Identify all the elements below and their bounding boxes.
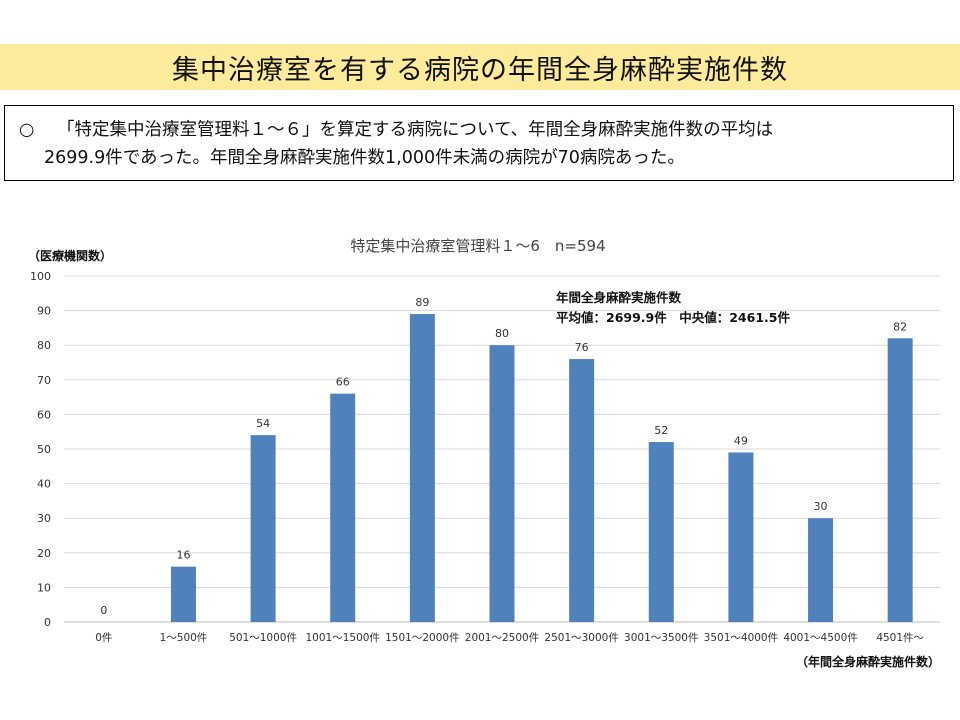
y-tick-label: 30 bbox=[37, 512, 51, 525]
y-tick-label: 10 bbox=[37, 581, 51, 594]
x-axis-title: （年間全身麻酔実施件数） bbox=[796, 654, 940, 669]
bar bbox=[170, 566, 196, 622]
bar bbox=[250, 435, 276, 622]
x-tick-label: 501～1000件 bbox=[229, 632, 297, 644]
bar bbox=[648, 442, 674, 622]
bar bbox=[409, 314, 435, 622]
data-label: 66 bbox=[336, 376, 350, 389]
bar bbox=[728, 452, 754, 622]
data-label: 54 bbox=[256, 417, 270, 430]
x-tick-label: 0件 bbox=[95, 632, 112, 644]
labels: 0 10 20 30 40 50 60 70 80 90 100 0 0件 16 1～500件 54 501～1… bbox=[30, 270, 925, 644]
y-tick-label: 50 bbox=[37, 443, 51, 456]
x-tick-label: 1501～2000件 bbox=[385, 632, 459, 644]
data-label: 30 bbox=[814, 500, 828, 513]
x-tick-label: 4501件～ bbox=[876, 632, 924, 644]
bar-chart: 特定集中治療室管理料１～6 n=594 （医療機関数） （年間全身麻酔実施件数）… bbox=[28, 237, 940, 669]
data-label: 82 bbox=[893, 320, 907, 333]
y-tick-label: 20 bbox=[37, 547, 51, 560]
bar bbox=[808, 518, 834, 622]
y-tick-label: 70 bbox=[37, 374, 51, 387]
y-tick-label: 80 bbox=[37, 339, 51, 352]
y-axis-title: （医療機関数） bbox=[28, 248, 112, 263]
data-label: 52 bbox=[654, 424, 668, 437]
y-tick-label: 100 bbox=[30, 270, 51, 283]
data-label: 80 bbox=[495, 327, 509, 340]
x-tick-label: 4001～4500件 bbox=[783, 632, 857, 644]
x-tick-label: 3501～4000件 bbox=[704, 632, 778, 644]
bar bbox=[887, 338, 913, 622]
x-tick-label: 1001～1500件 bbox=[306, 632, 380, 644]
bars bbox=[170, 314, 913, 622]
x-tick-label: 2001～2500件 bbox=[465, 632, 539, 644]
bar bbox=[330, 393, 356, 622]
bar bbox=[569, 359, 595, 622]
data-label: 89 bbox=[415, 296, 429, 309]
summary-box: ○ 「特定集中治療室管理料１～６」を算定する病院について、年間全身麻酔実施件数の… bbox=[4, 105, 954, 181]
x-tick-label: 3001～3500件 bbox=[624, 632, 698, 644]
annotation-line-2: 平均値：2699.9件 中央値：2461.5件 bbox=[556, 310, 790, 325]
x-tick-label: 2501～3000件 bbox=[544, 632, 618, 644]
page-title: 集中治療室を有する病院の年間全身麻酔実施件数 bbox=[0, 44, 960, 90]
summary-bullet: ○ bbox=[19, 120, 35, 140]
bar bbox=[489, 345, 515, 622]
chart-title: 特定集中治療室管理料１～6 n=594 bbox=[350, 237, 605, 255]
data-label: 0 bbox=[100, 604, 107, 617]
data-label: 76 bbox=[575, 341, 589, 354]
x-tick-label: 1～500件 bbox=[160, 632, 208, 644]
data-label: 16 bbox=[176, 549, 190, 562]
annotation-line-1: 年間全身麻酔実施件数 bbox=[556, 290, 682, 305]
summary-line-1: 「特定集中治療室管理料１～６」を算定する病院について、年間全身麻酔実施件数の平均… bbox=[57, 120, 774, 140]
summary-line-2: 2699.9件であった。年間全身麻酔実施件数1,000件未満の病院が70病院あっ… bbox=[44, 148, 685, 168]
y-tick-label: 40 bbox=[37, 478, 51, 491]
data-label: 49 bbox=[734, 434, 748, 447]
y-tick-label: 60 bbox=[37, 408, 51, 421]
y-tick-label: 90 bbox=[37, 305, 51, 318]
y-tick-label: 0 bbox=[44, 616, 51, 629]
